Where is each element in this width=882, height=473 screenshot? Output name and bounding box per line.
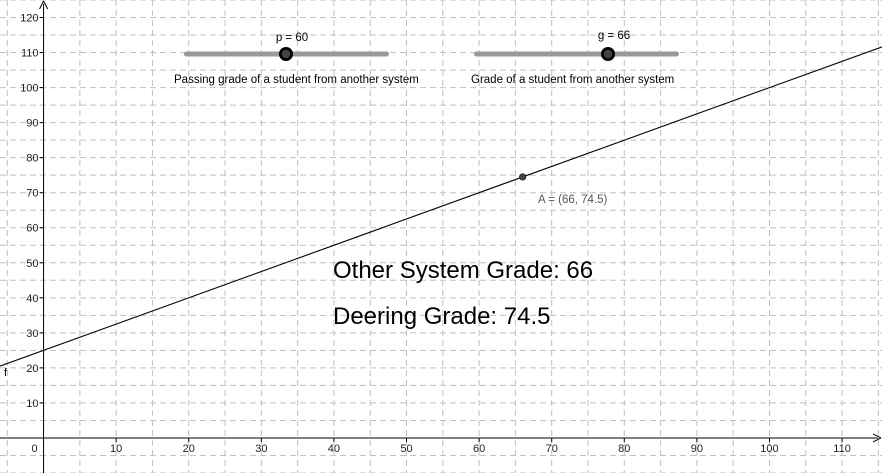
tick-labels: 0 10 20 30 40 50 60 70 80 90 100 110 10 20 30 40 50 60 70 8…: [20, 13, 851, 455]
function-line[interactable]: [0, 46, 882, 367]
slider-p-caption: Passing grade of a student from another …: [174, 74, 419, 86]
x-tick-label: 80: [618, 443, 630, 455]
y-tick-label: 100: [20, 83, 38, 95]
other-system-grade-text: Other System Grade: 66: [333, 257, 593, 284]
slider-g-caption: Grade of a student from another system: [471, 74, 674, 86]
point-a-marker[interactable]: [519, 173, 527, 181]
slider-g-track[interactable]: [474, 51, 679, 57]
y-tick-label: 40: [26, 293, 38, 305]
x-tick-label: 110: [833, 443, 851, 455]
point-a-label: A = (66, 74.5): [538, 194, 608, 206]
x-tick-label: 20: [183, 443, 195, 455]
function-label: f: [4, 367, 8, 379]
y-tick-label: 90: [26, 118, 38, 130]
y-tick-label: 10: [26, 398, 38, 410]
slider-g[interactable]: g = 66 Grade of a student from another s…: [471, 30, 679, 86]
y-tick-label: 120: [20, 13, 38, 25]
y-axis-arrow-icon: [39, 0, 49, 10]
slider-p-knob-inner: [281, 49, 291, 59]
x-tick-label: 50: [400, 443, 412, 455]
deering-grade-text: Deering Grade: 74.5: [333, 303, 550, 330]
x-axis-arrow-icon: [872, 433, 882, 443]
y-tick-label: 110: [21, 48, 39, 60]
y-tick-label: 50: [26, 258, 38, 270]
slider-p[interactable]: p = 60 Passing grade of a student from a…: [174, 32, 419, 86]
x-tick-label: 100: [760, 443, 778, 455]
function-f-line[interactable]: [0, 46, 882, 367]
y-tick-label: 30: [26, 328, 38, 340]
x-tick-label: 90: [691, 443, 703, 455]
x-tick-label: 60: [473, 443, 485, 455]
y-tick-label: 20: [26, 363, 38, 375]
y-tick-label: 70: [26, 188, 38, 200]
y-tick-label: 60: [26, 223, 38, 235]
x-tick-label: 70: [546, 443, 558, 455]
y-tick-label: 80: [26, 153, 38, 165]
slider-p-label: p = 60: [276, 32, 308, 44]
x-tick-label: 30: [255, 443, 267, 455]
point-a[interactable]: A = (66, 74.5): [519, 173, 608, 206]
x-tick-label: 40: [328, 443, 340, 455]
slider-g-label: g = 66: [598, 30, 630, 42]
slider-g-knob-inner: [603, 49, 613, 59]
x-tick-label: 10: [110, 443, 122, 455]
x-tick-label: 0: [31, 443, 37, 455]
